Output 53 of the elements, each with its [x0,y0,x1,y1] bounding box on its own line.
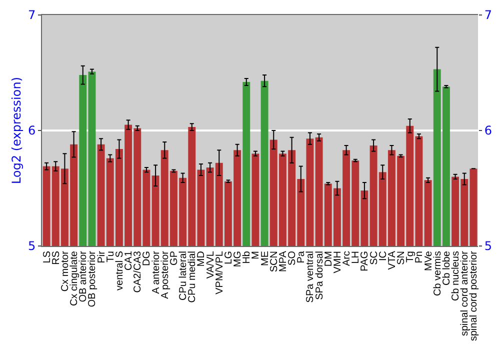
x-tick-label: PAG [360,250,371,272]
x-tick-label: SO [287,250,298,266]
x-tick-label: Cx motor [60,250,71,292]
x-tick-label: Cx cingulate [69,250,80,306]
y2-tick-label: 6 [484,124,492,138]
y-tick-label: 5 [28,239,36,254]
x-tick-label: M [250,251,262,260]
x-tick-label: VTA [386,250,398,270]
x-tick-label: LS [42,250,53,264]
x-tick-label: spinal cord posterior [468,250,480,342]
x-tick-label: VPM/VPL [214,250,226,294]
x-tick-label: ventral S [114,250,126,290]
x-tick-label: Cb vermis [432,251,444,296]
x-tick-label: VMH [332,251,344,274]
x-tick-label: SCN [268,251,280,272]
x-tick-label: CPu medial [187,251,198,303]
x-tick-label: CA2/CA3 [132,250,144,293]
x-tick-label: Pa [296,250,308,264]
x-tick-label: SPa ventral [305,251,316,303]
x-tick-label: CA1 [124,250,135,270]
y2-tick-label: 5 [484,239,492,254]
x-tick-label: DG [142,250,153,266]
x-tick-label: Pn [414,251,426,264]
x-tick-label: MPA [278,250,289,272]
y2-tick-label: 7 [484,8,492,22]
x-tick-label: GP [168,250,180,266]
x-tick-label: Tg [405,251,416,263]
x-tick-label: Pir [96,250,108,264]
x-tick-label: RS [50,250,62,265]
x-tick-label: MD [196,251,208,267]
y-tick-label: 7 [28,8,36,22]
x-tick-label: ME [260,250,271,266]
x-tick-label: LH [350,251,362,264]
x-tick-label: LG [223,250,234,264]
x-tick-label: OB posterior [87,250,98,308]
x-tick-label: A anterior [150,250,162,294]
x-tick-label: MVe [423,250,434,272]
x-tick-label: DM [323,251,334,267]
x-tick-label: Hb [242,250,253,264]
x-tick-label: Tu [105,251,116,262]
x-tick-label: Cb nucleus [450,251,462,302]
y-tick-label: 6 [28,124,36,138]
x-tick-label: A posterior [160,250,171,299]
y-axis-title: Log2 (expression) [9,77,24,184]
x-tick-label: spinal cord anterior [460,250,471,336]
x-tick-label: OB anterior [78,250,90,302]
x-tick-label: Cb lobe [441,250,452,286]
x-tick-label: VA/VL [205,250,216,279]
x-tick-label: SPa dorsal [314,251,326,300]
x-tick-label: Arc [342,251,353,266]
x-tick-label: SC [368,251,380,265]
x-tick-label: SN [396,251,408,265]
x-tick-label: IC [378,251,389,261]
